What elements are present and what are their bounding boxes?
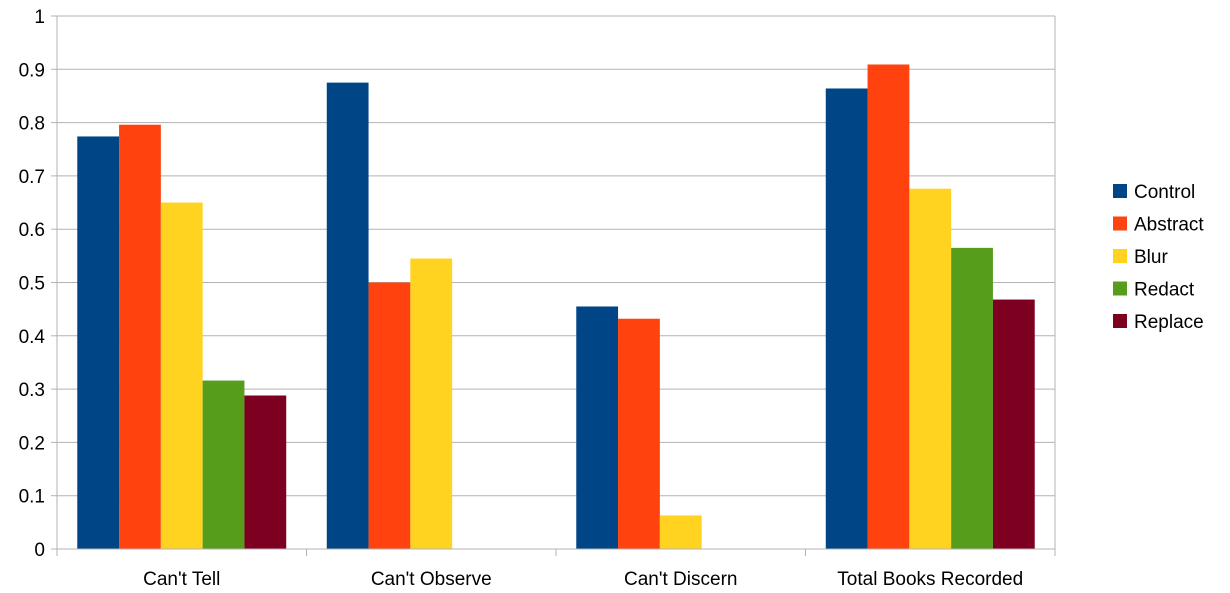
legend-swatch-abstract <box>1113 216 1127 231</box>
bar-blur-3 <box>909 188 952 549</box>
legend: Control Abstract Blur Redact Replace <box>1113 182 1204 333</box>
bar-replace-3 <box>992 299 1035 549</box>
legend-swatch-redact <box>1113 281 1127 296</box>
bar-control-0 <box>77 136 120 549</box>
bar-blur-0 <box>160 202 203 550</box>
y-tick-label: 0.1 <box>19 487 45 508</box>
y-tick-label: 0.4 <box>19 327 46 348</box>
y-tick-label: 1 <box>34 7 45 28</box>
legend-swatch-control <box>1113 184 1127 198</box>
y-tick-label: 0.6 <box>19 220 45 241</box>
y-tick-label: 0.9 <box>19 60 45 81</box>
bar-control-3 <box>825 88 868 549</box>
legend-label-redact: Redact <box>1134 280 1195 301</box>
legend-label-replace: Replace <box>1134 312 1204 333</box>
category-label: Total Books Recorded <box>837 569 1023 590</box>
bar-replace-0 <box>244 395 287 549</box>
bar-blur-2 <box>659 515 702 549</box>
legend-swatch-replace <box>1113 314 1127 328</box>
bar-control-2 <box>576 306 619 549</box>
legend-swatch-blur <box>1113 249 1127 263</box>
legend-label-control: Control <box>1134 182 1195 203</box>
bar-control-1 <box>326 82 369 549</box>
bar-abstract-1 <box>368 282 411 549</box>
axes <box>51 15 1056 556</box>
legend-label-blur: Blur <box>1134 247 1168 268</box>
y-tick-label: 0.2 <box>19 433 45 454</box>
category-label: Can't Tell <box>143 569 220 590</box>
bar-blur-1 <box>410 258 453 549</box>
y-tick-labels: 0 0.1 0.2 0.3 0.4 0.5 0.6 0.7 0.8 0.9 1 <box>19 7 46 561</box>
y-tick-label: 0.7 <box>19 167 45 188</box>
y-tick-label: 0.5 <box>19 274 45 295</box>
bar-redact-0 <box>202 380 245 549</box>
category-label: Can't Discern <box>624 569 737 590</box>
y-tick-label: 0.8 <box>19 114 45 135</box>
y-tick-label: 0.3 <box>19 380 45 401</box>
bar-redact-3 <box>951 247 993 550</box>
y-tick-label: 0 <box>34 540 45 561</box>
category-labels: Can't Tell Can't Observe Can't Discern Tota… <box>143 569 1023 590</box>
bar-abstract-3 <box>867 64 910 550</box>
bars <box>77 64 1035 550</box>
bar-abstract-2 <box>618 318 660 549</box>
bar-abstract-0 <box>119 124 161 550</box>
category-label: Can't Observe <box>371 569 492 590</box>
legend-label-abstract: Abstract <box>1134 215 1204 236</box>
